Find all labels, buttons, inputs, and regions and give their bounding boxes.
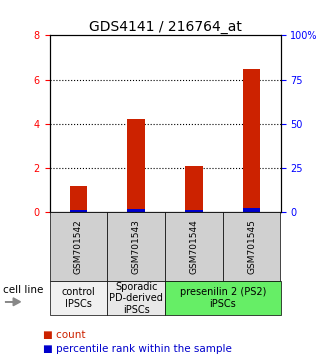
Bar xyxy=(243,69,260,212)
Bar xyxy=(127,209,145,212)
Text: GSM701544: GSM701544 xyxy=(189,219,198,274)
Bar xyxy=(185,166,203,212)
Text: GSM701542: GSM701542 xyxy=(74,219,83,274)
Text: cell line: cell line xyxy=(3,285,44,296)
Bar xyxy=(243,208,260,212)
Text: GSM701543: GSM701543 xyxy=(132,219,141,274)
Bar xyxy=(70,186,87,212)
Text: ■ percentile rank within the sample: ■ percentile rank within the sample xyxy=(43,344,232,354)
Text: Sporadic
PD-derived
iPSCs: Sporadic PD-derived iPSCs xyxy=(109,282,163,315)
Bar xyxy=(185,210,203,212)
Text: GSM701545: GSM701545 xyxy=(247,219,256,274)
Bar xyxy=(127,119,145,212)
Bar xyxy=(70,210,87,212)
Title: GDS4141 / 216764_at: GDS4141 / 216764_at xyxy=(88,21,242,34)
Text: control
IPSCs: control IPSCs xyxy=(61,287,95,309)
Text: ■ count: ■ count xyxy=(43,330,85,339)
Text: presenilin 2 (PS2)
iPSCs: presenilin 2 (PS2) iPSCs xyxy=(180,287,266,309)
